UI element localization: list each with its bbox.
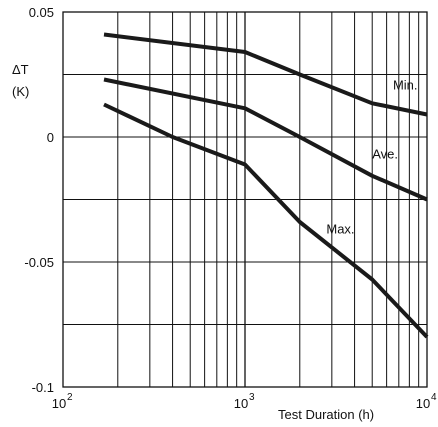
x-tick-label: 10 2 xyxy=(52,392,73,411)
series-line-3 xyxy=(103,102,429,339)
y-tick-label: -0.05 xyxy=(24,255,54,270)
y-axis-label-symbol: ΔT xyxy=(12,62,29,77)
grid xyxy=(63,11,427,388)
x-axis-label: Test Duration (h) xyxy=(278,407,374,422)
x-tick-base: 10 xyxy=(416,396,430,411)
x-tick-exponent: 4 xyxy=(431,392,437,403)
series-line-1 xyxy=(103,32,428,117)
x-tick-labels: 10 2 10 3 10 4 xyxy=(52,392,437,411)
x-tick-label: 10 4 xyxy=(416,392,437,411)
x-tick-exponent: 2 xyxy=(67,392,73,403)
series-line-2 xyxy=(103,77,428,202)
x-tick-label: 10 3 xyxy=(234,392,255,411)
y-tick-label: 0.05 xyxy=(29,5,54,20)
series-label: Ave. xyxy=(372,146,398,161)
series-lines xyxy=(103,32,429,339)
y-tick-label: 0 xyxy=(47,130,54,145)
x-tick-base: 10 xyxy=(52,396,66,411)
series-label: Min. xyxy=(393,78,418,93)
y-axis-label-unit: (K) xyxy=(12,84,29,99)
y-tick-labels: 0.05 0 -0.05 -0.1 xyxy=(24,5,54,395)
series-label: Max. xyxy=(326,221,354,236)
y-tick-label: -0.1 xyxy=(32,380,54,395)
series-labels: Min. Ave. Max. xyxy=(326,78,417,237)
x-tick-base: 10 xyxy=(234,396,248,411)
x-tick-exponent: 3 xyxy=(249,392,255,403)
